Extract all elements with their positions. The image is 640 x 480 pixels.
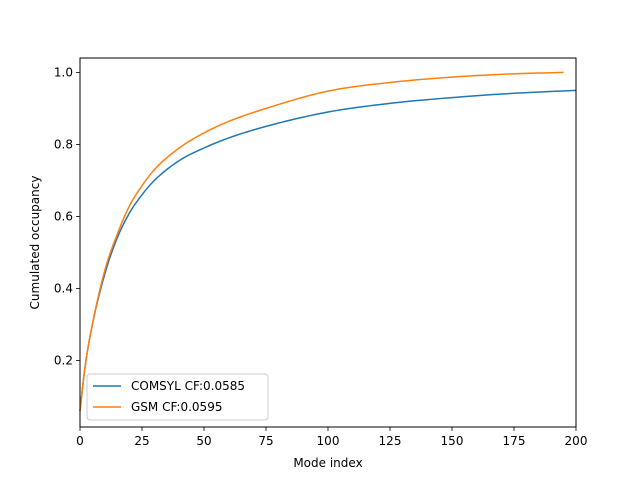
x-axis-label: Mode index xyxy=(293,456,362,470)
legend: COMSYL CF:0.0585 GSM CF:0.0595 xyxy=(86,373,269,421)
y-tick-label: 0.2 xyxy=(54,353,73,367)
legend-label-comsyl: COMSYL CF:0.0585 xyxy=(131,379,245,393)
x-tick-label: 75 xyxy=(258,434,273,448)
x-tick-label: 175 xyxy=(503,434,526,448)
x-tick-label: 25 xyxy=(134,434,149,448)
y-axis-label: Cumulated occupancy xyxy=(28,176,42,310)
y-tick-label: 0.8 xyxy=(54,137,73,151)
y-tick-label: 1.0 xyxy=(54,65,73,79)
y-tick-label: 0.4 xyxy=(54,281,73,295)
plot-lines xyxy=(79,71,577,411)
x-axis-ticks: 0 25 50 75 100 125 150 175 200 xyxy=(76,427,587,448)
legend-box xyxy=(86,373,269,421)
x-tick-label: 200 xyxy=(565,434,588,448)
x-tick-label: 150 xyxy=(441,434,464,448)
x-tick-label: 50 xyxy=(196,434,211,448)
x-tick-label: 0 xyxy=(76,434,84,448)
y-axis-ticks: 0.2 0.4 0.6 0.8 1.0 xyxy=(54,65,80,367)
legend-label-gsm: GSM CF:0.0595 xyxy=(131,400,222,414)
x-tick-label: 100 xyxy=(317,434,340,448)
y-tick-label: 0.6 xyxy=(54,209,73,223)
x-tick-label: 125 xyxy=(379,434,402,448)
series-line-gsm xyxy=(79,71,564,411)
